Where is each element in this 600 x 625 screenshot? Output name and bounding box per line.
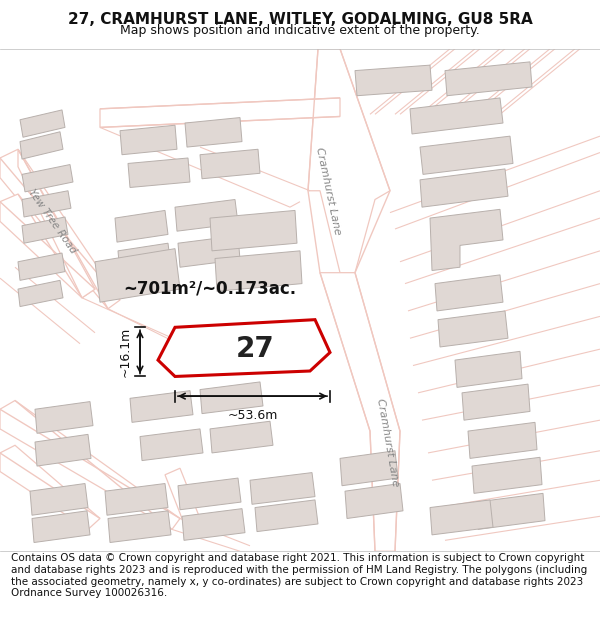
Polygon shape [130,391,193,422]
Polygon shape [0,194,95,298]
Polygon shape [22,164,73,192]
Polygon shape [0,445,100,529]
Polygon shape [95,249,180,302]
Polygon shape [250,472,315,504]
Polygon shape [20,110,65,138]
Polygon shape [468,422,537,458]
Polygon shape [100,98,340,128]
Polygon shape [420,169,508,207]
Polygon shape [18,149,95,298]
Polygon shape [200,149,260,179]
Polygon shape [476,493,545,529]
Polygon shape [215,251,302,291]
Polygon shape [320,272,400,551]
Polygon shape [435,275,503,311]
Polygon shape [178,236,240,268]
Polygon shape [35,434,91,466]
Text: Contains OS data © Crown copyright and database right 2021. This information is : Contains OS data © Crown copyright and d… [11,554,587,598]
Polygon shape [32,511,90,542]
Polygon shape [22,191,71,217]
Polygon shape [420,136,513,174]
Polygon shape [455,351,522,388]
Polygon shape [0,401,180,529]
Polygon shape [340,451,398,486]
Polygon shape [115,211,168,242]
Polygon shape [255,500,318,532]
Text: 27, CRAMHURST LANE, WITLEY, GODALMING, GU8 5RA: 27, CRAMHURST LANE, WITLEY, GODALMING, G… [68,12,532,27]
Polygon shape [165,468,200,526]
Polygon shape [200,382,263,414]
Text: ~701m²/~0.173ac.: ~701m²/~0.173ac. [124,280,296,298]
Text: Cramhurst Lane: Cramhurst Lane [376,397,401,487]
Polygon shape [178,478,241,510]
Polygon shape [182,509,245,541]
Polygon shape [20,132,63,159]
Polygon shape [0,149,120,309]
Polygon shape [445,62,532,96]
Polygon shape [438,311,508,347]
Polygon shape [210,211,297,251]
Polygon shape [22,217,68,243]
Polygon shape [210,421,273,453]
Polygon shape [35,402,93,433]
Polygon shape [345,484,403,519]
Polygon shape [355,65,432,96]
Text: ~53.6m: ~53.6m [227,409,278,422]
Polygon shape [472,458,542,493]
Polygon shape [158,319,330,376]
Polygon shape [430,500,493,535]
Polygon shape [18,253,65,281]
Polygon shape [410,98,503,134]
Polygon shape [30,484,88,515]
Text: Yew Tree Road: Yew Tree Road [26,188,78,255]
Polygon shape [18,281,63,306]
Polygon shape [175,199,238,231]
Polygon shape [462,384,530,420]
Polygon shape [108,511,171,542]
Polygon shape [140,429,203,461]
Polygon shape [120,125,177,155]
Polygon shape [118,243,171,275]
Text: ~16.1m: ~16.1m [119,327,132,377]
Text: Map shows position and indicative extent of the property.: Map shows position and indicative extent… [120,24,480,36]
Polygon shape [185,118,242,147]
Polygon shape [308,49,390,272]
Text: 27: 27 [236,335,274,363]
Polygon shape [430,209,503,271]
Text: Cramhurst Lane: Cramhurst Lane [314,146,342,236]
Polygon shape [105,484,168,515]
Polygon shape [128,158,190,188]
